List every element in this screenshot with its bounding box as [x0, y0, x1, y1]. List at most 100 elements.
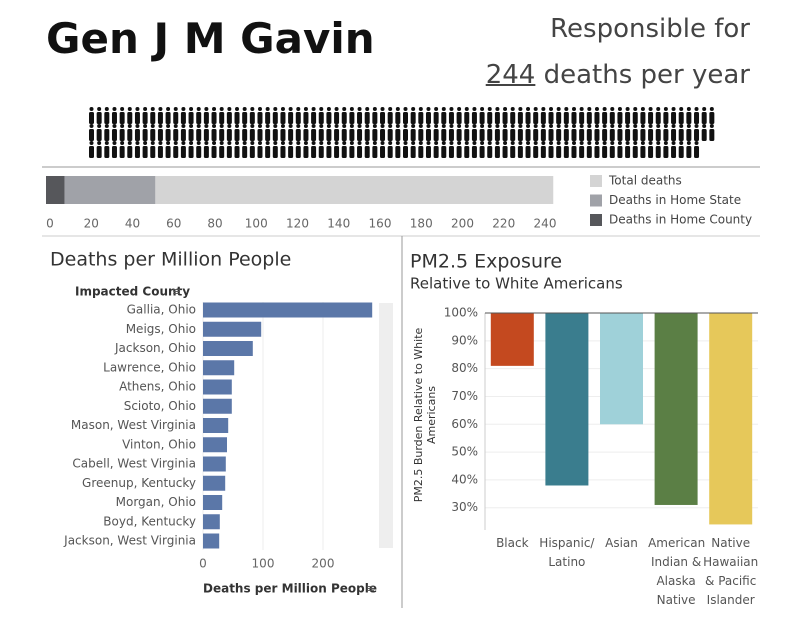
- bar: [203, 379, 232, 395]
- person-icon: [564, 107, 569, 111]
- person-icon: [449, 141, 454, 145]
- person-icon: [273, 107, 278, 111]
- person-icon: [265, 112, 271, 124]
- person-icon: [441, 141, 446, 145]
- person-icon: [120, 141, 125, 145]
- y-tick-label: Lawrence, Ohio: [103, 360, 196, 374]
- bar: [709, 313, 753, 525]
- person-icon: [388, 141, 393, 145]
- person-icon: [694, 124, 699, 128]
- person-icon: [648, 112, 654, 124]
- person-icon: [357, 141, 362, 145]
- person-icon: [357, 107, 362, 111]
- person-icon: [204, 107, 209, 111]
- person-icon: [204, 124, 209, 128]
- person-icon: [173, 124, 178, 128]
- person-icon: [656, 141, 661, 145]
- person-icon: [403, 112, 408, 124]
- person-icon: [211, 146, 217, 158]
- person-icon: [472, 124, 477, 128]
- unit: deaths per year: [543, 60, 750, 90]
- person-icon: [334, 141, 339, 145]
- chart-title: Deaths per Million People: [50, 249, 291, 271]
- person-icon: [395, 112, 401, 124]
- person-icon: [387, 146, 393, 158]
- person-icon: [617, 129, 623, 141]
- person-icon: [448, 112, 454, 124]
- y-tick-label: Gallia, Ohio: [127, 303, 196, 317]
- person-icon: [188, 146, 194, 158]
- person-icon: [526, 107, 531, 111]
- person-icon: [181, 141, 186, 145]
- person-icon: [142, 112, 148, 124]
- person-icon: [357, 112, 363, 124]
- person-icon: [418, 146, 424, 158]
- person-icon: [380, 112, 386, 124]
- person-icon: [311, 141, 316, 145]
- person-icon: [610, 107, 615, 111]
- person-icon: [203, 112, 209, 124]
- person-icon: [579, 124, 584, 128]
- person-icon: [226, 146, 232, 158]
- person-icon: [288, 107, 293, 111]
- person-icon: [663, 129, 669, 141]
- person-icon: [288, 129, 294, 141]
- person-icon: [655, 146, 661, 158]
- person-icon: [127, 107, 132, 111]
- person-icon: [441, 146, 447, 158]
- person-icon: [648, 107, 653, 111]
- y-tick-label: Boyd, Kentucky: [103, 514, 196, 528]
- person-icon: [349, 112, 355, 124]
- person-icon: [617, 141, 622, 145]
- person-icon: [288, 124, 293, 128]
- person-icon: [365, 124, 370, 128]
- person-icon: [372, 107, 377, 111]
- person-icon: [157, 146, 163, 158]
- person-icon: [134, 129, 140, 141]
- person-icon: [364, 112, 370, 124]
- person-icon: [656, 124, 661, 128]
- bar: [490, 313, 534, 366]
- person-icon: [349, 146, 355, 158]
- person-icon: [448, 129, 454, 141]
- person-icon: [395, 107, 400, 111]
- person-icon: [648, 129, 654, 141]
- person-icon: [441, 112, 447, 124]
- person-icon: [602, 146, 608, 158]
- person-icon: [96, 129, 102, 141]
- person-icon: [679, 107, 684, 111]
- person-icon: [686, 107, 691, 111]
- person-icon: [280, 124, 285, 128]
- person-icon: [625, 124, 630, 128]
- y-tick-label: 90%: [451, 333, 478, 347]
- person-icon: [203, 146, 209, 158]
- person-icon: [181, 124, 186, 128]
- person-icon: [403, 141, 408, 145]
- y-tick-label: Mason, West Virginia: [71, 418, 196, 432]
- y-tick-label: Cabell, West Virginia: [72, 457, 196, 471]
- person-icon: [280, 146, 286, 158]
- person-icon: [487, 129, 493, 141]
- person-icon: [457, 141, 462, 145]
- bar: [203, 456, 226, 472]
- scrollbar[interactable]: [379, 303, 393, 548]
- x-tick-label: 180: [410, 217, 433, 231]
- person-icon: [127, 146, 133, 158]
- person-icon: [196, 124, 201, 128]
- y-tick-label: Morgan, Ohio: [116, 495, 196, 509]
- person-icon: [166, 107, 171, 111]
- person-icon: [540, 112, 546, 124]
- legend-label: Deaths in Home County: [609, 213, 752, 227]
- person-icon: [342, 141, 347, 145]
- y-tick-label: Jackson, West Virginia: [63, 534, 196, 548]
- person-icon: [517, 112, 523, 124]
- person-icon: [234, 129, 240, 141]
- person-icon: [525, 112, 531, 124]
- sort-icon: ≡: [366, 582, 375, 595]
- person-icon: [257, 129, 263, 141]
- person-icon: [411, 124, 416, 128]
- person-icon: [250, 107, 255, 111]
- person-icon: [165, 112, 171, 124]
- person-icon: [104, 141, 109, 145]
